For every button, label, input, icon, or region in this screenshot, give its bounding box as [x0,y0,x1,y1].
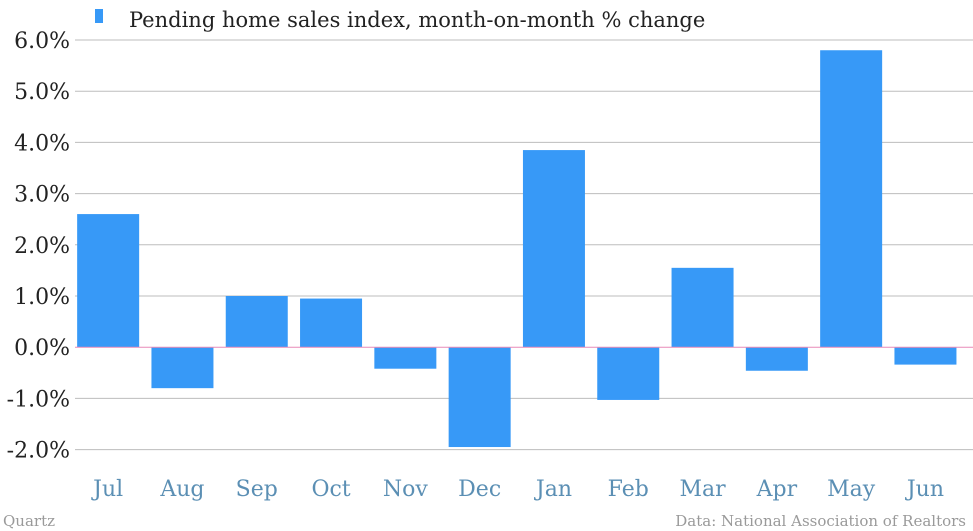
y-tick-label: -2.0% [7,439,70,464]
x-axis-ticks: Jul Aug Sep Oct Nov Dec Jan Feb Mar Apr May Jun [91,477,944,502]
bar-oct [300,298,363,348]
y-tick-label: 2.0% [14,234,70,259]
bar-mar [671,267,734,348]
y-tick-label: 3.0% [14,183,70,208]
legend-label: Pending home sales index, month-on-month… [129,8,705,32]
y-tick-label: -1.0% [7,387,70,412]
x-tick-label: Aug [159,477,204,502]
bar-dec [448,347,511,448]
bar-nov [374,347,437,369]
x-tick-label: Jul [91,477,123,502]
bar-jan [522,150,585,348]
y-tick-label: 1.0% [14,285,70,310]
x-tick-label: May [827,477,876,502]
y-axis-ticks: 6.0% 5.0% 4.0% 3.0% 2.0% 1.0% 0.0% -1.0% -2.0% [7,29,70,464]
footer-source-right: Data: National Association of Realtors [675,512,966,530]
bars [77,50,957,448]
x-tick-label: Mar [679,477,726,502]
bar-jul [77,214,140,348]
bar-apr [745,347,808,371]
y-tick-label: 4.0% [14,131,70,156]
bar-aug [151,347,214,389]
y-tick-label: 5.0% [14,80,70,105]
bar-sep [225,296,288,348]
y-tick-label: 6.0% [14,29,70,54]
x-tick-label: Jun [905,477,944,502]
x-tick-label: Oct [311,477,350,502]
legend-swatch [95,9,103,23]
y-tick-label: 0.0% [14,336,70,361]
x-tick-label: Dec [458,477,501,502]
x-tick-label: Feb [608,477,649,502]
bar-may [820,50,883,348]
bar-jun [894,347,957,365]
x-tick-label: Jan [534,477,572,502]
footer-source-left: Quartz [3,512,55,530]
x-tick-label: Apr [756,477,798,502]
x-tick-label: Sep [236,477,278,502]
legend: Pending home sales index, month-on-month… [95,8,705,32]
bar-feb [597,347,660,400]
x-tick-label: Nov [383,477,428,502]
